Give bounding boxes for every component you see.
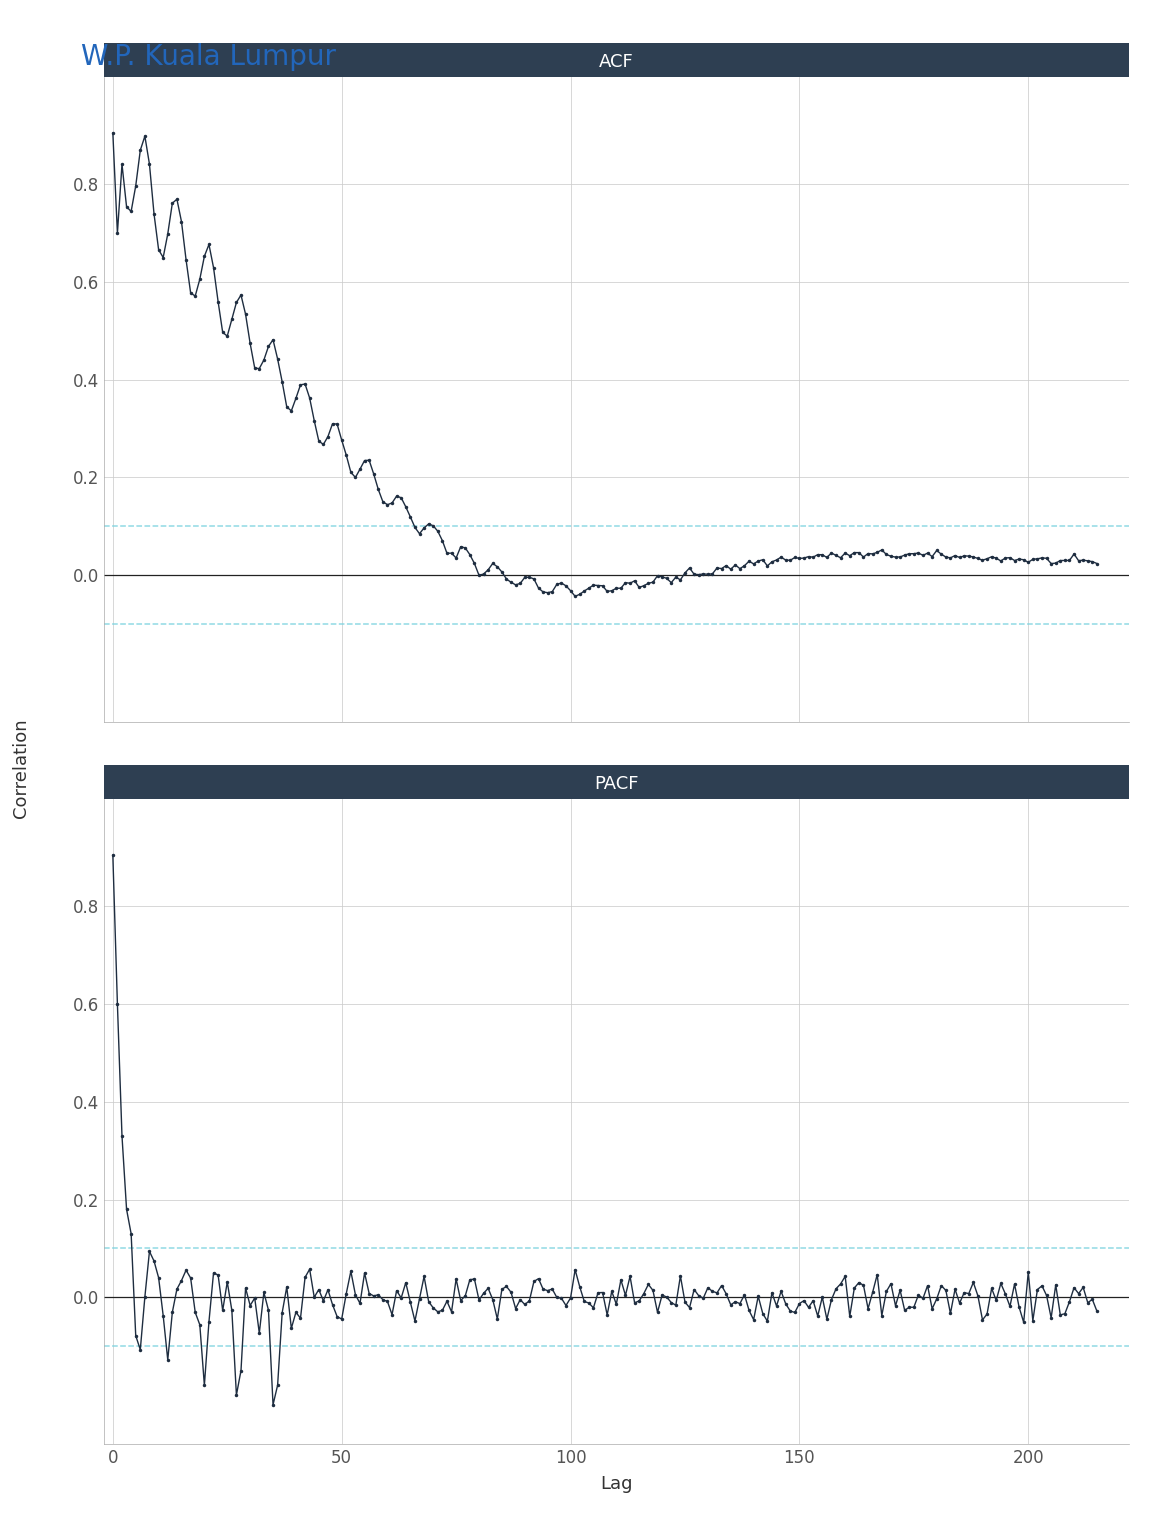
- X-axis label: Lag: Lag: [600, 1475, 632, 1493]
- Text: ACF: ACF: [599, 52, 634, 71]
- Text: PACF: PACF: [594, 774, 638, 793]
- Text: W.P. Kuala Lumpur: W.P. Kuala Lumpur: [81, 43, 335, 71]
- Text: Correlation: Correlation: [12, 719, 30, 817]
